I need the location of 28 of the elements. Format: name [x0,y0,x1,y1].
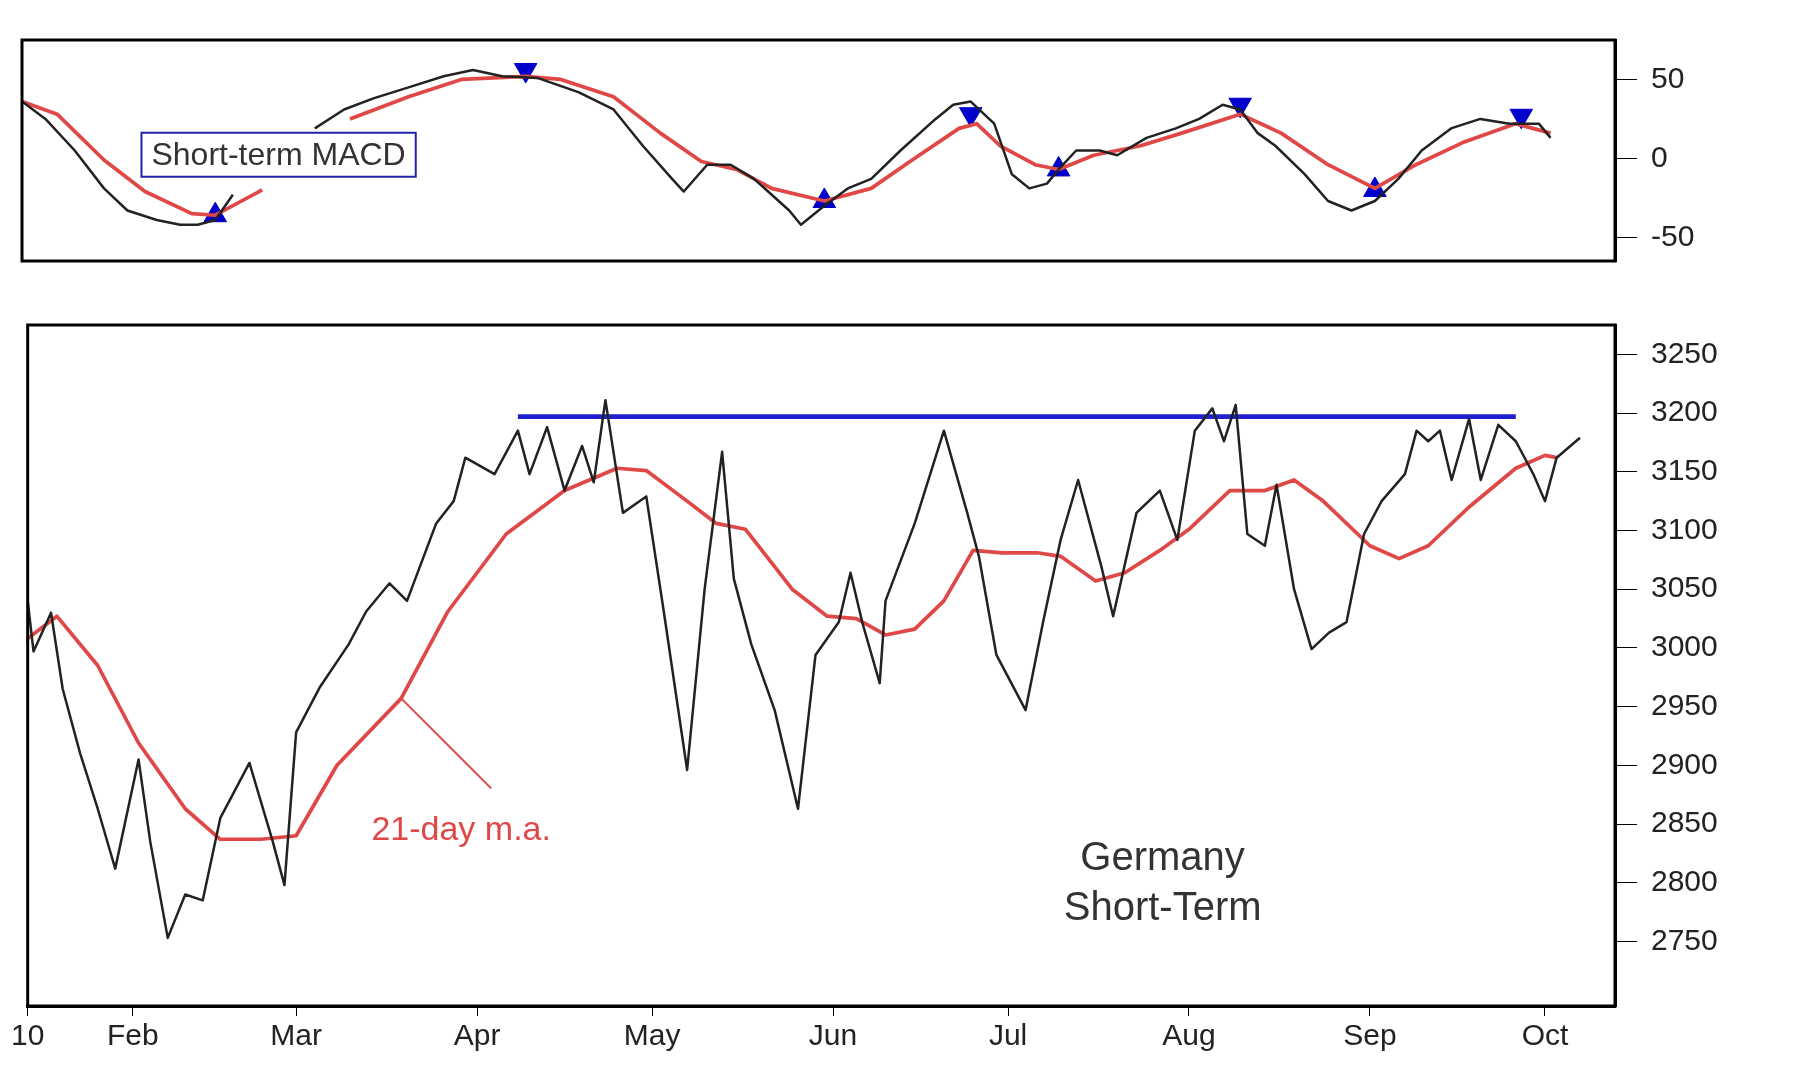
y-tick-label: 2850 [1651,805,1718,839]
text: Germany [1080,833,1245,878]
text: Short-Term [1063,883,1262,928]
annotation: 21-day m.a. [371,808,551,847]
x-tick-label: Aug [1162,1018,1216,1052]
y-tick-label: 2750 [1651,922,1718,956]
annotation: Short-term MACD [151,135,406,172]
x-tick-label: Jun [808,1018,858,1052]
y-tick-label: 2800 [1651,863,1718,897]
y-tick-label: -50 [1651,218,1695,252]
y-tick-label: 3000 [1651,629,1718,663]
x-tick-label: Mar [270,1018,322,1052]
y-tick-label: 3250 [1651,335,1718,369]
y-tick-label: 50 [1651,60,1685,94]
x-tick-label: Sep [1343,1018,1397,1052]
y-tick-label: 3150 [1651,453,1718,487]
y-tick-label: 3100 [1651,511,1718,545]
x-tick-label: Oct [1521,1018,1569,1052]
y-tick-label: 3200 [1651,394,1718,428]
y-tick-label: 2950 [1651,687,1718,721]
y-tick-label: 2900 [1651,746,1718,780]
x-tick-label: 10 [11,1018,45,1052]
y-tick-label: 0 [1651,139,1668,173]
x-tick-label: Jul [988,1018,1028,1052]
y-tick-label: 3050 [1651,570,1718,604]
x-tick-label: Feb [106,1018,159,1052]
x-tick-label: May [623,1018,681,1052]
x-tick-label: Apr [453,1018,501,1052]
